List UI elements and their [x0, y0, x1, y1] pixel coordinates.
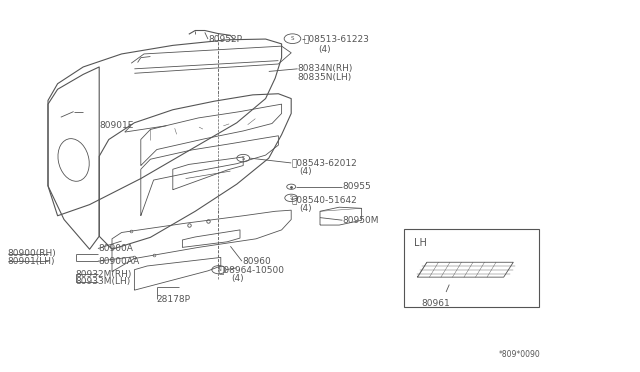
Text: N: N	[217, 267, 221, 272]
Text: (4): (4)	[232, 274, 244, 283]
Text: 80932M(RH): 80932M(RH)	[76, 270, 132, 279]
Text: Ⓢ08513-61223: Ⓢ08513-61223	[304, 35, 370, 44]
Text: S: S	[291, 36, 294, 41]
Text: (4): (4)	[300, 167, 312, 176]
Text: 80835N(LH): 80835N(LH)	[298, 73, 352, 81]
Text: 80952P: 80952P	[208, 35, 242, 44]
Text: 80901E: 80901E	[99, 121, 134, 130]
Text: 80933M(LH): 80933M(LH)	[76, 277, 131, 286]
Text: S: S	[290, 195, 292, 201]
Text: 80900AA: 80900AA	[98, 257, 139, 266]
Text: 80960: 80960	[242, 257, 271, 266]
Text: (4): (4)	[318, 45, 331, 54]
Text: 80950M: 80950M	[342, 216, 379, 225]
Text: 80834N(RH): 80834N(RH)	[298, 64, 353, 73]
Text: Ⓢ08543-62012: Ⓢ08543-62012	[291, 158, 357, 167]
Text: 80900(RH): 80900(RH)	[8, 249, 56, 258]
Text: S: S	[242, 155, 244, 161]
Bar	[404, 229, 539, 307]
Text: 80901(LH): 80901(LH)	[8, 257, 55, 266]
Text: (4): (4)	[300, 204, 312, 213]
Text: Ⓝ08964-10500: Ⓝ08964-10500	[219, 265, 285, 274]
Text: 80961: 80961	[421, 299, 450, 308]
Text: 80900A: 80900A	[98, 244, 132, 253]
Text: LH: LH	[414, 238, 427, 247]
Text: *809*0090: *809*0090	[499, 350, 541, 359]
Text: 80955: 80955	[342, 182, 371, 191]
Text: Ⓢ08540-51642: Ⓢ08540-51642	[291, 195, 357, 204]
Text: 28178P: 28178P	[157, 295, 191, 304]
